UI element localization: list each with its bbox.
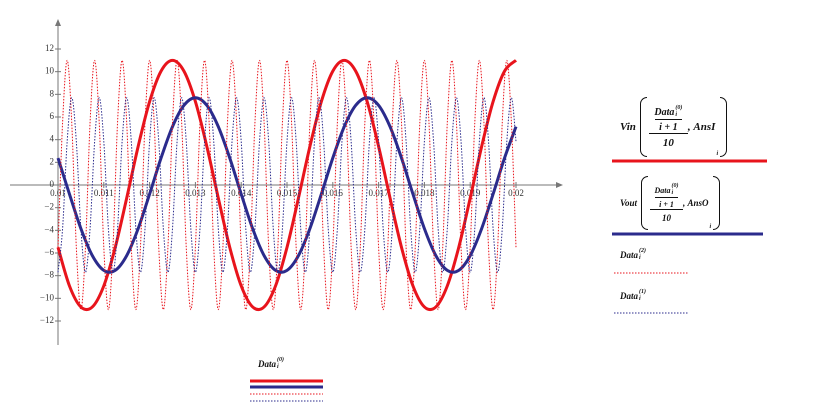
y-tick-label: −6 — [44, 247, 54, 257]
y-tick-label: 8 — [50, 88, 55, 98]
x-tick-label: 0.018 — [414, 188, 435, 198]
y-tick-label: −8 — [44, 270, 54, 280]
paren — [720, 97, 728, 157]
x-axis-label: Data (0) i — [258, 357, 284, 371]
legend-label: AnsO — [687, 198, 709, 208]
legend-label: , — [687, 121, 691, 133]
x-tick-label: 0.02 — [508, 188, 524, 198]
legend-label: Data — [654, 106, 675, 118]
paren — [639, 97, 647, 157]
y-tick-label: −4 — [44, 224, 54, 234]
series-line — [56, 96, 518, 274]
legend-label: 10 — [648, 133, 688, 149]
x-label-sub: i — [277, 364, 279, 370]
legend-entry: Vin Data (0) i i + 1 10 , AnsI i — [620, 97, 728, 157]
legend-entry: Data (2) i — [620, 248, 646, 262]
y-tick-label: −10 — [40, 292, 55, 302]
legend-label: i — [639, 296, 641, 302]
y-tick-label: 6 — [50, 111, 55, 121]
y-tick-label: 0 — [50, 179, 55, 189]
x-label-text: Data — [258, 359, 276, 369]
x-tick-label: 0.011 — [94, 188, 114, 198]
paren — [713, 176, 721, 230]
legend-label: , — [683, 198, 686, 208]
legend-label: i — [675, 112, 678, 118]
fraction: Data (0) i i + 1 10 — [648, 105, 688, 149]
fraction: Data (0) i i + 1 10 — [650, 183, 684, 223]
legend-label: i — [709, 224, 712, 230]
legend-label: i + 1 — [655, 119, 682, 133]
x-tick-label: 0.01 — [50, 188, 66, 198]
y-tick-label: 2 — [50, 156, 55, 166]
series-line — [57, 59, 517, 311]
series-line — [57, 97, 517, 273]
legend-label: Data — [654, 185, 671, 195]
legend-label: Data — [620, 250, 638, 260]
y-tick-label: 12 — [45, 43, 54, 53]
legend-label: Vin — [620, 121, 636, 133]
y-tick-label: 4 — [50, 134, 55, 144]
x-label-sup: (0) — [277, 357, 284, 363]
x-tick-label: 0.017 — [368, 188, 389, 198]
x-tick-label: 0.016 — [323, 188, 344, 198]
legend-label: AnsI — [693, 121, 716, 133]
legend-label: i — [671, 190, 674, 196]
legend-label: (1) — [639, 289, 646, 295]
y-tick-label: −2 — [44, 202, 54, 212]
legend-label: i — [639, 255, 641, 261]
legend-entry: Vout Data (0) i i + 1 10 , AnsO i — [620, 176, 721, 230]
x-tick-label: 0.015 — [277, 188, 298, 198]
legend-label: 10 — [650, 209, 684, 223]
legend-label: (2) — [639, 248, 646, 254]
y-axis-arrow — [55, 19, 61, 26]
x-axis-arrow — [556, 182, 563, 188]
legend-label: Vout — [620, 198, 638, 208]
legend-label: i — [716, 151, 719, 157]
legend-label: (0) — [671, 183, 679, 189]
y-tick-label: −12 — [40, 315, 54, 325]
legend-label: i + 1 — [655, 197, 678, 209]
legend-entry: Data (1) i — [620, 289, 646, 303]
x-tick-label: 0.013 — [185, 188, 206, 198]
y-tick-label: 10 — [45, 66, 55, 76]
legend-label: (0) — [675, 105, 683, 111]
paren — [641, 176, 649, 230]
legend-label: Data — [620, 291, 638, 301]
